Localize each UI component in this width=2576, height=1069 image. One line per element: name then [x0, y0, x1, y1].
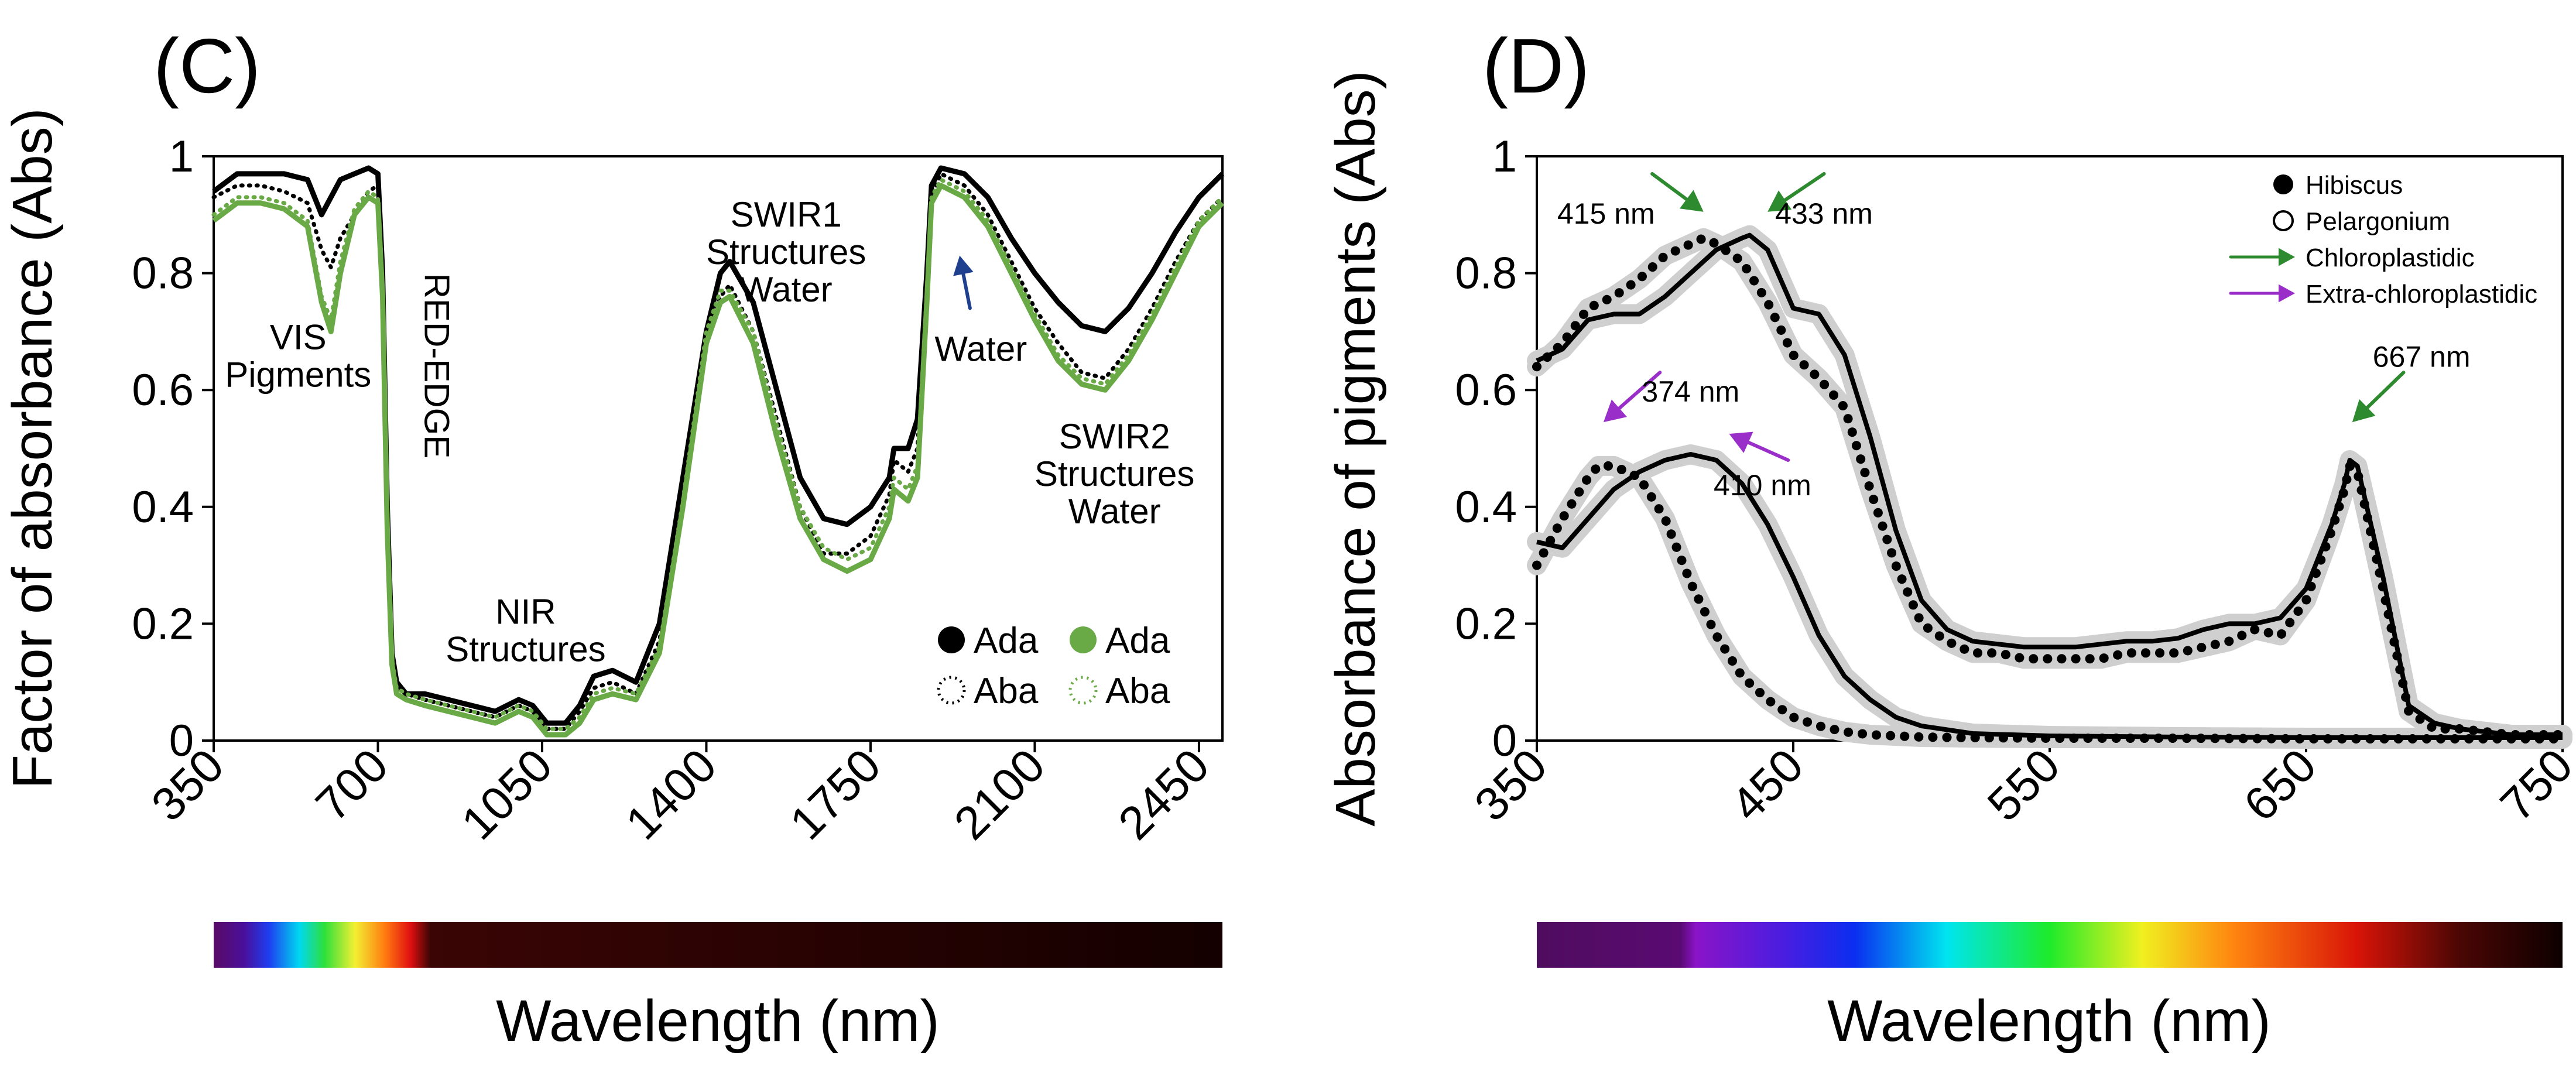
annotations-d: 415 nm 433 nm 374 nm 410 nm 667 nm [1557, 172, 2471, 502]
legend-label: Pelargonium [2306, 207, 2450, 236]
panel-d-letter: (D) [1482, 23, 1590, 109]
y-tick-label: 0.2 [1455, 599, 1517, 649]
legend-c: Ada Aba Ada Aba [937, 621, 1170, 711]
legend-label: Aba [974, 671, 1039, 711]
series-line: Pelargonium chloroplastidic [1532, 233, 2567, 739]
x-tick-label: 1750 [780, 739, 890, 849]
series-lines-c: Ada Aba Ada Aba [211, 165, 1225, 738]
annotation-text: NIR [495, 592, 556, 631]
x-tick-label: 2100 [944, 739, 1055, 849]
x-axis-label-d: Wavelength (nm) [1827, 988, 2271, 1054]
legend-marker [2273, 210, 2294, 231]
annotation-text: Structures [1034, 454, 1194, 494]
annotation-text: Structures [446, 629, 605, 669]
x-axis-label-c: Wavelength (nm) [496, 988, 940, 1054]
x-tick-label: 700 [306, 739, 398, 831]
y-tick-label: 0.6 [132, 365, 194, 415]
annotation-text: Pigments [225, 355, 371, 394]
annotation-text: RED-EDGE [417, 273, 457, 459]
y-tick-label: 0.2 [132, 599, 194, 649]
annotation-text: SWIR2 [1059, 417, 1170, 456]
series-line: Pelargonium extra-chloroplastidic [1532, 461, 2567, 743]
annotation-text: 410 nm [1714, 469, 1811, 502]
legend-marker [938, 626, 965, 653]
legend-marker [2273, 174, 2293, 194]
y-tick-label: 0 [169, 716, 194, 766]
x-tick-label: 1050 [451, 739, 562, 849]
x-tick-label: 1400 [616, 739, 727, 849]
legend-label: Aba [1105, 671, 1170, 711]
x-tick-label: 750 [2491, 739, 2576, 831]
y-tick-label: 0.4 [1455, 482, 1517, 532]
annotation-text: VIS [270, 317, 327, 357]
legend-marker [1068, 676, 1098, 705]
legend-label: Ada [974, 621, 1039, 661]
x-tick-label: 2450 [1108, 739, 1219, 849]
annotation-text: 374 nm [1642, 375, 1739, 408]
series-lines-d: Hibiscus chloroplastidicPelargonium chlo… [1527, 225, 2572, 749]
y-tick-label: 0.8 [132, 249, 194, 299]
annotation-text: 415 nm [1557, 197, 1655, 230]
x-tick-label: 550 [1978, 739, 2070, 831]
panel-c-letter: (C) [153, 23, 261, 109]
legend-marker [937, 676, 966, 705]
plot-area-c [213, 155, 1224, 742]
legend-arrow [2229, 284, 2295, 303]
wavelength-arrow [2352, 371, 2406, 423]
spectrum-bar-d [1537, 922, 2563, 968]
y-tick-label: 1 [169, 132, 194, 181]
y-tick-label: 1 [1492, 132, 1517, 181]
wavelength-arrow [1729, 431, 1790, 462]
x-tick-label: 350 [142, 739, 234, 831]
annotation-text: Water [1068, 492, 1161, 531]
wavelength-arrow [1767, 172, 1826, 212]
legend-d: Hibiscus Pelargonium Chloroplastidic Extra-… [2229, 171, 2537, 309]
panel-c: (C) 0 0.2 0.4 0.6 0.8 1 350 700 1050 1400 1750 2100… [1, 23, 1225, 1054]
y-axis-label-c: Factor of absorbance (Abs) [1, 108, 64, 789]
x-tick-label: 450 [1721, 739, 1813, 831]
annotation-text: Water [740, 270, 833, 309]
legend-label: Ada [1105, 621, 1170, 661]
legend-label: Hibiscus [2306, 171, 2403, 200]
series-line: Ada [212, 165, 1225, 726]
y-tick-label: 0.6 [1455, 365, 1517, 415]
annotation-text: 433 nm [1775, 197, 1873, 230]
annotation-text: Water [934, 329, 1027, 368]
legend-marker [1070, 626, 1097, 653]
legend-arrow [2229, 248, 2295, 266]
annotation-text: Structures [706, 232, 866, 272]
spectrum-bar-c [214, 922, 1222, 968]
y-tick-label: 0.8 [1455, 249, 1517, 299]
x-tick-label: 650 [2234, 739, 2326, 831]
wavelength-arrow [1650, 172, 1704, 212]
legend-label: Extra-chloroplastidic [2306, 280, 2537, 309]
water-arrow [953, 255, 974, 310]
series-line: Aba [211, 177, 1225, 731]
wavelength-arrow [1603, 371, 1662, 423]
y-axis-label-d: Absorbance of pigments (Abs) [1324, 70, 1387, 826]
annotation-text: 667 nm [2373, 340, 2471, 373]
x-tick-label: 350 [1465, 739, 1557, 831]
panel-d: (D) 0 0.2 0.4 0.6 0.8 1 350 450 550 650 750 Hibisc… [1324, 23, 2576, 1054]
y-tick-label: 0.4 [132, 482, 194, 532]
legend-label: Chloroplastidic [2306, 244, 2475, 272]
annotation-text: SWIR1 [731, 195, 842, 234]
y-tick-label: 0 [1492, 716, 1517, 766]
